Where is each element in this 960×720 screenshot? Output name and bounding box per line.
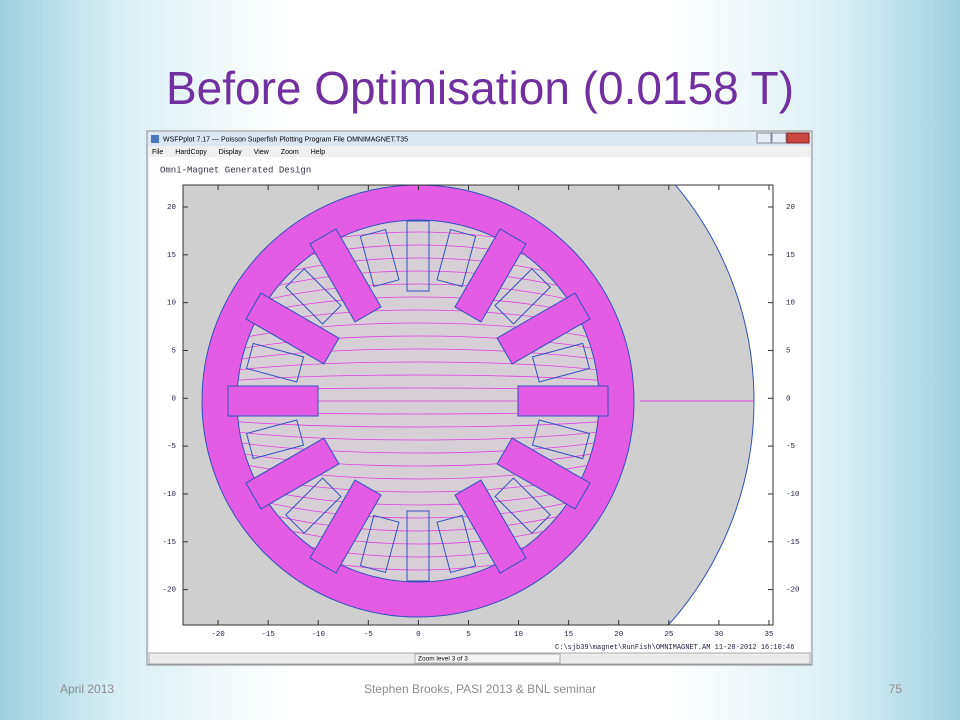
title-bar: [148, 132, 811, 146]
x-tick-label: -10: [311, 631, 325, 639]
x-tick-label: -15: [261, 631, 275, 639]
coil: [285, 268, 342, 325]
window-title: WSFPplot 7.17 --- Poisson Superfish Plot…: [163, 136, 408, 143]
pole-tooth: [309, 228, 382, 323]
y-tick-label-right: 15: [786, 252, 796, 260]
coil: [494, 268, 551, 325]
y-tick-label: 5: [171, 347, 176, 355]
footer-page: 75: [889, 682, 903, 696]
field-line: [237, 361, 599, 372]
coil: [359, 514, 400, 574]
y-tick-label-right: -20: [786, 587, 800, 595]
x-tick-label: -5: [364, 631, 374, 639]
y-tick-label: 10: [167, 300, 177, 308]
pole-tooth: [227, 385, 319, 417]
x-tick-label: 20: [614, 631, 624, 639]
x-tick-label: 25: [664, 631, 674, 639]
coil: [406, 220, 430, 292]
axes: -20 -15 -10 -5 0 5 10 15 20 25 30 35 20 20 15 15 10 10 5 5 0…: [162, 185, 800, 639]
field-line: [237, 374, 599, 382]
slide-title: Before Optimisation (0.0158 T): [166, 62, 794, 114]
x-tick-label: -20: [211, 631, 225, 639]
minimize-button[interactable]: [756, 132, 772, 144]
magnet-drawing: [183, 185, 755, 625]
coil: [406, 510, 430, 582]
coil: [245, 342, 305, 383]
field-line: [237, 490, 599, 519]
y-tick-label: 0: [171, 395, 176, 403]
field-line: [237, 335, 599, 352]
y-tick-label-right: 10: [786, 300, 796, 308]
y-tick-label: -10: [162, 491, 176, 499]
footer-date: April 2013: [60, 682, 114, 696]
x-tick-label: 10: [514, 631, 524, 639]
x-tick-label: 15: [564, 631, 574, 639]
menu-item[interactable]: Display: [219, 149, 242, 156]
y-tick-label-right: -10: [786, 491, 800, 499]
status-panel: [414, 653, 561, 664]
footer-center: Stephen Brooks, PASI 2013 & BNL seminar: [364, 682, 596, 696]
menu-item[interactable]: Zoom: [281, 149, 299, 156]
pole-tooth: [245, 437, 340, 510]
menu-item[interactable]: Help: [311, 149, 326, 156]
close-button[interactable]: [786, 132, 810, 144]
menu-bar: File HardCopy Display View Zoom Help: [152, 149, 325, 156]
pole-tooth: [309, 479, 382, 574]
maximize-button[interactable]: [771, 132, 787, 144]
coil: [285, 477, 342, 534]
x-tick-label: 5: [466, 631, 471, 639]
x-tick-label: 30: [714, 631, 724, 639]
field-line: [237, 283, 599, 312]
status-text: Zoom level 3 of 3: [418, 656, 468, 663]
x-tick-label: 0: [416, 631, 421, 639]
coil: [359, 228, 400, 288]
y-tick-label: -20: [162, 587, 176, 595]
pole-tooth: [496, 292, 591, 365]
y-tick-label-right: -15: [786, 539, 800, 547]
y-tick-label: 15: [167, 252, 177, 260]
field-line: [237, 440, 599, 454]
y-tick-label: -5: [167, 443, 177, 451]
plot-title: Omni-Magnet Generated Design: [160, 165, 311, 175]
y-tick-label-right: 20: [786, 204, 796, 212]
coil: [494, 477, 551, 534]
coil: [245, 419, 305, 460]
field-line: [237, 420, 599, 428]
pole-tooth: [454, 479, 527, 574]
y-tick-label: -15: [162, 539, 176, 547]
coil: [436, 228, 477, 288]
pole-tooth: [517, 385, 609, 417]
menu-item[interactable]: View: [254, 149, 270, 156]
field-line: [237, 430, 599, 441]
pole-tooth: [496, 437, 591, 510]
pole-teeth: [227, 220, 609, 582]
file-info: C:\sjb39\magnet\RunFish\OMNIMAGNET.AM 11…: [555, 644, 794, 652]
y-tick-label: 20: [167, 204, 177, 212]
pole-tooth: [454, 228, 527, 323]
plot-frame: [182, 184, 774, 626]
x-tick-label: 35: [764, 631, 774, 639]
menu-item[interactable]: File: [152, 149, 163, 156]
coil: [531, 342, 591, 383]
coil: [531, 419, 591, 460]
coil: [436, 514, 477, 574]
field-line: [237, 348, 599, 362]
menu-item[interactable]: HardCopy: [175, 149, 207, 156]
pole-tooth: [245, 292, 340, 365]
y-tick-label-right: -5: [786, 443, 796, 451]
field-line: [237, 450, 599, 467]
app-icon: [151, 135, 159, 143]
y-tick-label-right: 5: [786, 347, 791, 355]
y-tick-label-right: 0: [786, 395, 791, 403]
